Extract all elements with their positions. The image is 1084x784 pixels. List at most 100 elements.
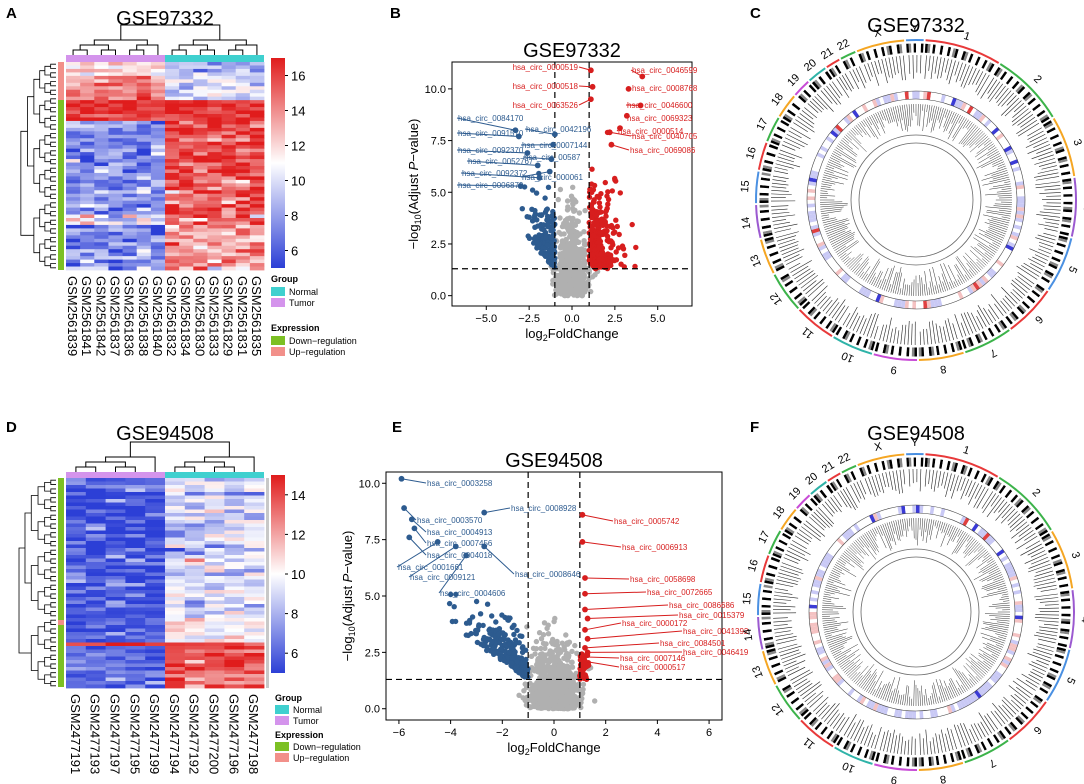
heatmap-d-legend-tumor: Tumor: [293, 716, 319, 726]
heatmap-d-cell: [224, 523, 245, 528]
circos-c-ideogram-band: [1013, 82, 1022, 92]
heatmap-a-row-dendro-branch: [39, 70, 45, 89]
heatmap-a-cell: [150, 131, 166, 136]
heatmap-a-cell: [66, 193, 81, 198]
heatmap-d-cell: [204, 499, 225, 503]
volcano-e-xtick-label: 0: [551, 727, 557, 739]
heatmap-a-cell: [193, 89, 208, 94]
circos-c-expr-ring-cell: [823, 253, 833, 261]
heatmap-d-legend-down: Down−regulation: [293, 742, 361, 752]
heatmap-d-row-dendro-branch: [37, 521, 45, 540]
volcano-e-point: [533, 684, 539, 691]
heatmap-a-cell: [150, 214, 166, 219]
circos-c-gene-tick: [822, 299, 833, 312]
volcano-e-point: [543, 641, 549, 647]
circos-c-ideogram-band: [1056, 153, 1067, 159]
heatmap-d-cell: [145, 677, 166, 682]
heatmap-a-cell: [179, 93, 194, 98]
heatmap-a-cell: [249, 214, 265, 219]
heatmap-d-cell: [165, 653, 186, 657]
volcano-b-point: [560, 279, 566, 285]
volcano-e-label-leader: [483, 546, 515, 575]
circos-c-ideogram-band: [944, 46, 949, 56]
heatmap-d-cell: [244, 548, 265, 552]
heatmap-a-cell: [235, 159, 251, 163]
heatmap-d-cell: [66, 537, 87, 542]
heatmap-d-cell: [204, 506, 225, 510]
circos-c-expr-ring-cell: [999, 139, 1009, 147]
circos-c-gene-tick: [771, 208, 788, 211]
heatmap-d-cell: [145, 502, 166, 507]
circos-c-ideogram-band: [764, 157, 775, 163]
circos-c-gene-tick: [771, 211, 790, 215]
heatmap-a-row-dendro-branch: [39, 139, 45, 158]
heatmap-d-cell: [184, 481, 205, 486]
heatmap-a-cell: [66, 148, 81, 153]
heatmap-a-cell: [80, 120, 95, 125]
circos-c-gene-tick: [795, 119, 815, 133]
volcano-e-point: [545, 631, 552, 637]
circos-c-gene-tick: [1011, 108, 1029, 123]
circos-c-gene-tick: [1035, 237, 1055, 244]
heatmap-a-cell: [235, 197, 251, 202]
heatmap-d-cell: [105, 642, 126, 647]
heatmap-a-cell: [66, 207, 81, 212]
heatmap-a-row-dendro-branch: [33, 217, 40, 254]
heatmap-a-cell: [136, 79, 152, 84]
heatmap-a-row-dendro-branch: [39, 104, 45, 124]
volcano-b-labeled-point: [548, 156, 555, 163]
heatmap-a-cell: [150, 103, 166, 108]
circos-c-ideogram-band: [832, 66, 840, 76]
heatmap-a-cell: [207, 228, 222, 233]
heatmap-d-col-dendro-branch: [214, 466, 235, 472]
circos-c-ideogram-band: [1025, 95, 1035, 104]
circos-c-ideogram-band: [999, 319, 1008, 329]
heatmap-d-cell: [244, 670, 265, 675]
circos-c-expr-ring-cell: [986, 121, 995, 130]
heatmap-a-cell: [207, 72, 222, 77]
circos-c-inner-tick: [987, 219, 1009, 226]
circos-c-ideogram-band: [844, 59, 852, 69]
heatmap-a-cell: [136, 238, 152, 243]
heatmap-a-cell: [94, 120, 109, 125]
circos-c-inner-tick: [974, 234, 999, 249]
heatmap-d-cell: [66, 653, 87, 657]
heatmap-a-row-dendro-branch: [50, 237, 56, 243]
heatmap-d-cell: [145, 506, 166, 510]
volcano-e-label-text: hsa_circ_0008928: [511, 504, 577, 513]
heatmap-a-cell: [207, 176, 222, 181]
heatmap-d-cell: [105, 565, 126, 570]
heatmap-a-cell: [122, 193, 138, 198]
circos-c-expr-ring-cell: [975, 279, 984, 289]
circos-c-expr-ring-cell: [861, 103, 869, 113]
heatmap-a-cell: [66, 211, 81, 215]
circos-c-gene-tick: [773, 223, 798, 230]
circos-c-expr-ring-cell: [1013, 169, 1022, 176]
volcano-e-point: [556, 680, 563, 686]
circos-c-ideogram-band: [968, 337, 974, 347]
circos-c-expr-ring-cell: [933, 92, 939, 102]
volcano-b-label-text: hsa_circ_0040705: [632, 132, 698, 141]
heatmap-a-cell: [221, 107, 237, 111]
heatmap-a-cell: [207, 148, 222, 153]
heatmap-a-cell: [179, 183, 194, 188]
volcano-e-point: [514, 658, 520, 665]
circos-c-inner-tick: [977, 244, 994, 257]
volcano-e-point: [516, 692, 522, 698]
heatmap-a-cell: [122, 207, 138, 212]
circos-c-ideogram-band: [987, 327, 995, 337]
heatmap-a-cell: [235, 114, 251, 118]
circos-c-gene-tick: [889, 328, 893, 343]
circos-c-gene-tick: [867, 63, 873, 77]
circos-c-ideogram-band: [777, 124, 787, 131]
volcano-b-point: [604, 193, 610, 199]
heatmap-a-cell: [179, 235, 194, 240]
heatmap-d-cell: [184, 499, 205, 503]
volcano-b-label-leader: [466, 160, 538, 166]
heatmap-a-cell: [94, 204, 109, 208]
heatmap-a-cell: [66, 62, 81, 66]
heatmap-d-cell: [204, 513, 225, 517]
volcano-b-label-text: hsa_circ_0069086: [630, 146, 696, 155]
heatmap-a-cell: [136, 107, 152, 111]
heatmap-a-sample-label: GSM2561842: [93, 276, 108, 356]
